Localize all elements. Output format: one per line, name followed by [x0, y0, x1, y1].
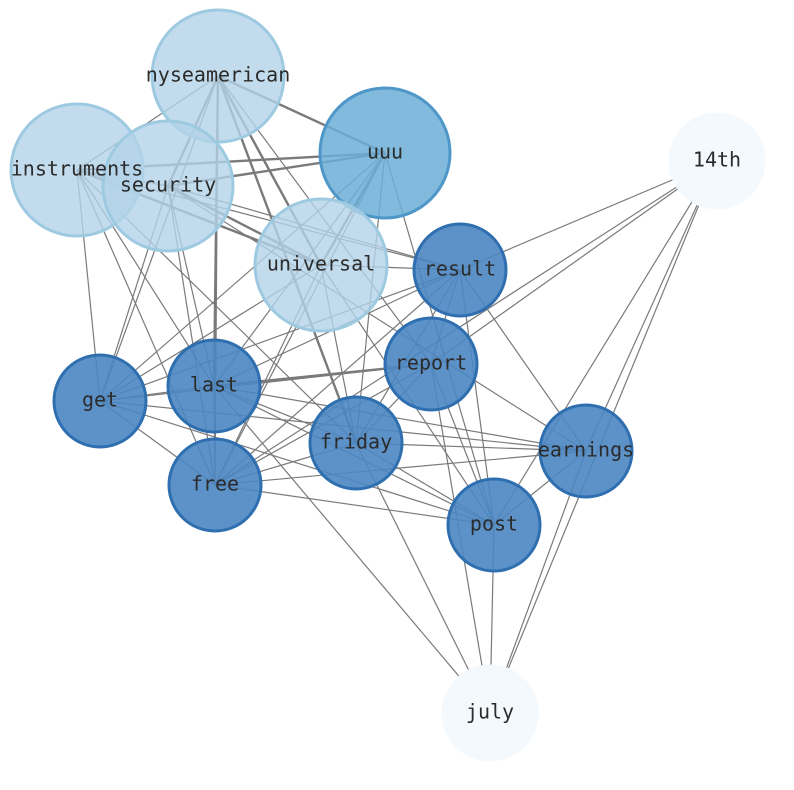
nodes	[9, 8, 766, 762]
node-label: last	[190, 373, 238, 397]
edge	[214, 269, 461, 486]
node-label: instruments	[11, 157, 143, 181]
node-label: uuu	[367, 140, 403, 164]
edge	[430, 160, 718, 365]
node	[318, 86, 452, 220]
node-label: nyseamerican	[146, 63, 291, 87]
node-label: earnings	[538, 438, 634, 462]
node-label: report	[395, 351, 467, 375]
edge	[99, 400, 495, 526]
node	[668, 112, 766, 210]
node	[52, 353, 148, 449]
node-label: free	[191, 472, 239, 496]
node	[308, 395, 404, 491]
edge	[214, 160, 718, 486]
node-label: get	[82, 388, 118, 412]
node-label: july	[466, 700, 514, 724]
node	[253, 197, 389, 333]
node	[383, 316, 479, 412]
node-label: post	[470, 512, 518, 536]
edge	[167, 185, 587, 452]
node	[167, 437, 263, 533]
node-label: universal	[267, 252, 375, 276]
node	[101, 119, 235, 253]
node	[166, 338, 262, 434]
node-label: result	[424, 257, 496, 281]
node	[446, 477, 542, 573]
edge	[355, 442, 491, 714]
node	[150, 8, 286, 144]
edge	[214, 450, 587, 486]
edge	[493, 160, 718, 526]
node-label: 14th	[693, 148, 741, 172]
edge	[585, 160, 718, 452]
node-label: security	[120, 173, 216, 197]
node-label: friday	[320, 430, 392, 454]
node	[538, 403, 634, 499]
edge	[99, 269, 461, 402]
edge	[213, 385, 587, 452]
edge	[213, 385, 491, 714]
node	[412, 222, 508, 318]
node	[441, 664, 539, 762]
